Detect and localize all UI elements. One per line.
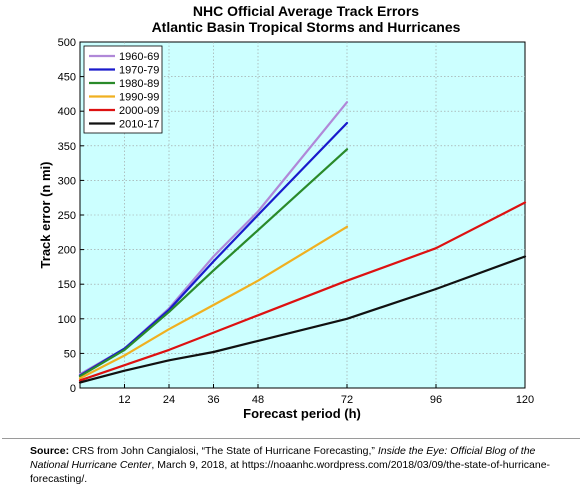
series-line-2000-09 — [78, 201, 527, 382]
y-tick-label: 50 — [64, 348, 76, 360]
series-layer — [78, 101, 527, 384]
source-text-2: , March 9, 2018, at https://noaanhc.word… — [30, 459, 551, 485]
series-line-1980-89 — [78, 148, 349, 378]
axis-ticks: 0 50 100 150 200 250 300 350 400 450 500 12 24 36 48 72… — [58, 37, 535, 406]
y-tick-label: 100 — [58, 314, 76, 326]
y-tick-label: 350 — [58, 141, 76, 153]
source-text-1: CRS from John Cangialosi, “The State of … — [69, 445, 378, 457]
legend-label-1990-99: 1990-99 — [119, 92, 159, 104]
legend-label-1980-89: 1980-89 — [119, 78, 159, 90]
y-tick-label: 150 — [58, 279, 76, 291]
source-label: Source: — [30, 445, 70, 457]
series-line-1990-99 — [78, 225, 349, 380]
chart-subtitle: Atlantic Basin Tropical Storms and Hurri… — [152, 19, 461, 35]
legend-label-2000-09: 2000-09 — [119, 105, 159, 117]
source-blog-name: Inside the Eye: Official Blog of the Nat… — [30, 445, 536, 471]
y-tick-label: 200 — [58, 245, 76, 257]
y-axis-label: Track error (n mi) — [38, 162, 53, 269]
x-tick-label: 36 — [207, 394, 219, 406]
y-tick-label: 300 — [58, 175, 76, 187]
x-tick-label: 24 — [163, 394, 175, 406]
chart-svg: NHC Official Average Track Errors Atlant… — [38, 3, 535, 421]
x-tick-label: 96 — [430, 394, 442, 406]
x-tick-label: 12 — [118, 394, 130, 406]
chart-title: NHC Official Average Track Errors — [193, 3, 419, 19]
x-tick-label: 48 — [252, 394, 264, 406]
source-note: Source: CRS from John Cangialosi, “The S… — [30, 444, 570, 486]
legend-label-2010-17: 2010-17 — [119, 119, 159, 131]
y-tick-label: 450 — [58, 72, 76, 84]
x-tick-label: 120 — [516, 394, 534, 406]
y-tick-label: 250 — [58, 210, 76, 222]
y-tick-label: 0 — [70, 383, 76, 395]
y-tick-label: 400 — [58, 106, 76, 118]
x-axis-label: Forecast period (h) — [243, 406, 361, 421]
legend-label-1960-69: 1960-69 — [119, 51, 159, 63]
source-divider — [2, 438, 580, 439]
y-tick-label: 500 — [58, 37, 76, 49]
legend-label-1970-79: 1970-79 — [119, 65, 159, 77]
legend-box — [83, 45, 163, 134]
x-tick-label: 72 — [341, 394, 353, 406]
series-line-2010-17 — [78, 255, 527, 384]
